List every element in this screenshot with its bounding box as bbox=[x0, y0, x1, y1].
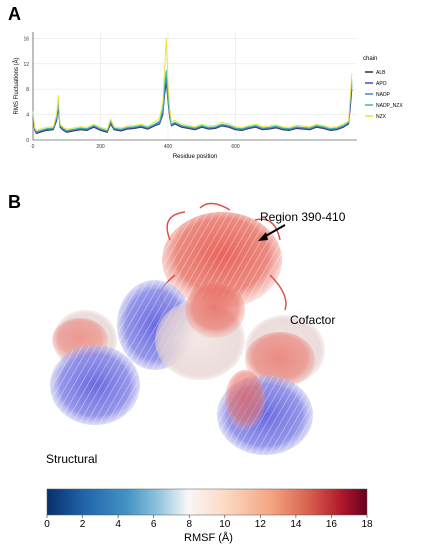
x-tick-label: 600 bbox=[231, 144, 240, 150]
chart-legend: chain ALB APO NADP NADP_NZX NZX bbox=[363, 56, 403, 120]
colorbar-gradient bbox=[46, 488, 368, 516]
colorbar-tick-label: 14 bbox=[290, 519, 302, 530]
rmsf-line-chart: 0 4 8 12 16 0 200 400 600 Residue position RMS Flu… bbox=[13, 32, 403, 160]
colorbar-tick-label: 8 bbox=[186, 519, 192, 530]
colorbar-tick-label: 2 bbox=[80, 519, 86, 530]
panel-a-letter: A bbox=[8, 4, 21, 24]
colorbar-tick-label: 10 bbox=[219, 519, 231, 530]
y-tick-label: 8 bbox=[26, 87, 29, 93]
chart-lines bbox=[32, 37, 353, 135]
colorbar-label: RMSF (Å) bbox=[184, 532, 233, 544]
colorbar-tick-label: 12 bbox=[255, 519, 267, 530]
series-line-nadp_nzx bbox=[32, 69, 353, 133]
legend-title: chain bbox=[363, 56, 377, 62]
colorbar-tick-label: 18 bbox=[361, 519, 373, 530]
legend-entry: APO bbox=[376, 81, 387, 87]
colorbar-tick-label: 6 bbox=[151, 519, 157, 530]
y-tick-label: 16 bbox=[23, 36, 29, 42]
panel-b-letter: B bbox=[8, 192, 21, 212]
chart-axes bbox=[32, 32, 357, 141]
x-tick-label: 0 bbox=[32, 144, 35, 150]
x-axis-label: Residue position bbox=[173, 154, 217, 160]
legend-entry: NADP bbox=[376, 92, 391, 98]
structural-label: Structural bbox=[46, 452, 98, 466]
region-annotation-label: Region 390-410 bbox=[260, 210, 346, 224]
chart-grid bbox=[32, 32, 357, 141]
x-tick-label: 400 bbox=[164, 144, 173, 150]
cofactor-label: Cofactor bbox=[290, 313, 336, 327]
legend-entry: ALB bbox=[376, 70, 386, 76]
plot-area bbox=[33, 32, 357, 140]
y-tick-label: 12 bbox=[23, 62, 29, 68]
series-line-nzx bbox=[32, 37, 353, 131]
colorbar-tick-label: 16 bbox=[326, 519, 338, 530]
protein-structure-image bbox=[50, 202, 325, 455]
colorbar-tick-label: 0 bbox=[44, 519, 50, 530]
legend-entry: NADP_NZX bbox=[376, 103, 403, 109]
colorbar-tick-label: 4 bbox=[115, 519, 121, 530]
colorbar-ticks: 0 2 4 6 8 10 12 14 16 18 bbox=[44, 515, 373, 530]
legend-entry: NZX bbox=[376, 114, 387, 120]
y-tick-label: 0 bbox=[26, 138, 29, 144]
y-tick-label: 4 bbox=[26, 113, 29, 119]
x-tick-label: 200 bbox=[96, 144, 105, 150]
y-axis-label: RMS Fluctuations (Å) bbox=[13, 57, 20, 114]
chart-ticks: 0 4 8 12 16 0 200 400 600 Residue position RMS Flu… bbox=[13, 36, 240, 160]
